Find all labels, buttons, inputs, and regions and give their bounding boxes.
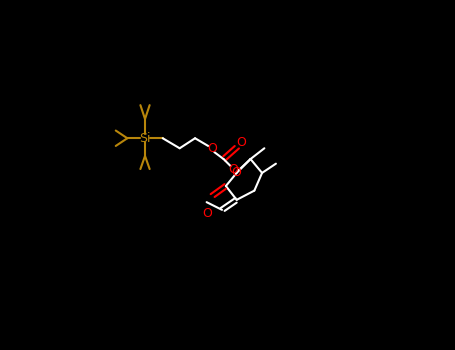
Text: O: O bbox=[207, 142, 217, 155]
Text: O: O bbox=[232, 166, 242, 178]
Text: O: O bbox=[202, 207, 212, 220]
Text: Si: Si bbox=[139, 132, 151, 145]
Text: O: O bbox=[236, 136, 246, 149]
Text: O: O bbox=[228, 162, 238, 176]
